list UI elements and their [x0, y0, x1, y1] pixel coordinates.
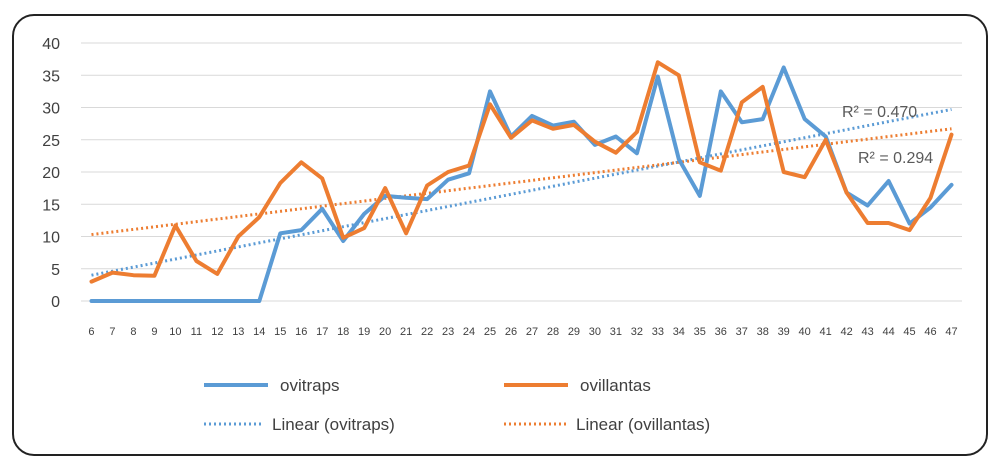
x-tick-label: 30 [589, 326, 601, 338]
x-tick-label: 13 [232, 326, 244, 338]
x-tick-label: 14 [253, 326, 265, 338]
x-tick-label: 47 [945, 326, 957, 338]
series-line-ovitraps [89, 65, 954, 303]
x-tick-label: 33 [652, 326, 664, 338]
y-tick-label: 30 [42, 101, 60, 118]
y-tick-label: 10 [42, 230, 60, 247]
y-tick-label: 20 [42, 165, 60, 182]
x-tick-label: 45 [903, 326, 915, 338]
x-tick-label: 10 [169, 326, 181, 338]
x-tick-label: 35 [694, 326, 706, 338]
x-tick-label: 41 [820, 326, 832, 338]
x-tick-label: 21 [400, 326, 412, 338]
x-tick-label: 18 [337, 326, 349, 338]
legend-label-ovillantas: ovillantas [580, 376, 651, 395]
chart-frame [12, 14, 988, 456]
r2-labels: R² = 0.470 R² = 0.294 [842, 104, 933, 167]
y-tick-label: 40 [42, 36, 60, 53]
x-tick-label: 39 [778, 326, 790, 338]
x-tick-label: 42 [841, 326, 853, 338]
x-tick-label: 16 [295, 326, 307, 338]
trendline-ovitraps [91, 107, 952, 277]
x-tick-label: 36 [715, 326, 727, 338]
data-series [89, 60, 954, 303]
x-tick-label: 38 [757, 326, 769, 338]
x-tick-label: 19 [358, 326, 370, 338]
x-tick-label: 24 [463, 326, 475, 338]
series-line-ovillantas [89, 60, 954, 284]
legend-label-linear-ovitraps: Linear (ovitraps) [272, 415, 395, 434]
y-tick-label: 15 [42, 197, 60, 214]
x-tick-label: 7 [109, 326, 115, 338]
r2-label-ovillantas: R² = 0.294 [858, 150, 933, 167]
x-tick-label: 15 [274, 326, 286, 338]
x-tick-label: 20 [379, 326, 391, 338]
trendlines [91, 107, 952, 277]
y-tick-label: 5 [51, 262, 60, 279]
x-tick-label: 17 [316, 326, 328, 338]
y-axis-ticks: 0 5 10 15 20 25 30 35 40 [42, 36, 60, 311]
x-tick-label: 44 [882, 326, 894, 338]
x-tick-label: 29 [568, 326, 580, 338]
x-tick-label: 46 [924, 326, 936, 338]
legend: ovitraps ovillantas Linear (ovitraps) Li… [204, 376, 710, 434]
x-tick-label: 12 [211, 326, 223, 338]
x-tick-label: 27 [526, 326, 538, 338]
x-tick-label: 43 [861, 326, 873, 338]
y-tick-label: 0 [51, 294, 60, 311]
x-tick-label: 26 [505, 326, 517, 338]
x-tick-label: 37 [736, 326, 748, 338]
x-axis-ticks: 6 7 8 9 10 11 12 13 14 15 16 17 18 19 20 21 22 23 24 25 26 27… [88, 326, 957, 338]
legend-label-linear-ovillantas: Linear (ovillantas) [576, 415, 710, 434]
x-tick-label: 25 [484, 326, 496, 338]
r2-label-ovitraps: R² = 0.470 [842, 104, 917, 121]
y-tick-label: 25 [42, 133, 60, 150]
y-tick-label: 35 [42, 68, 60, 85]
x-tick-label: 23 [442, 326, 454, 338]
x-tick-label: 31 [610, 326, 622, 338]
x-tick-label: 32 [631, 326, 643, 338]
x-tick-label: 40 [799, 326, 811, 338]
x-tick-label: 22 [421, 326, 433, 338]
x-tick-label: 34 [673, 326, 685, 338]
gridlines [81, 42, 962, 302]
x-tick-label: 9 [151, 326, 157, 338]
x-tick-label: 8 [130, 326, 136, 338]
x-tick-label: 11 [191, 326, 202, 338]
x-tick-label: 6 [88, 326, 94, 338]
x-tick-label: 28 [547, 326, 559, 338]
legend-label-ovitraps: ovitraps [280, 376, 340, 395]
